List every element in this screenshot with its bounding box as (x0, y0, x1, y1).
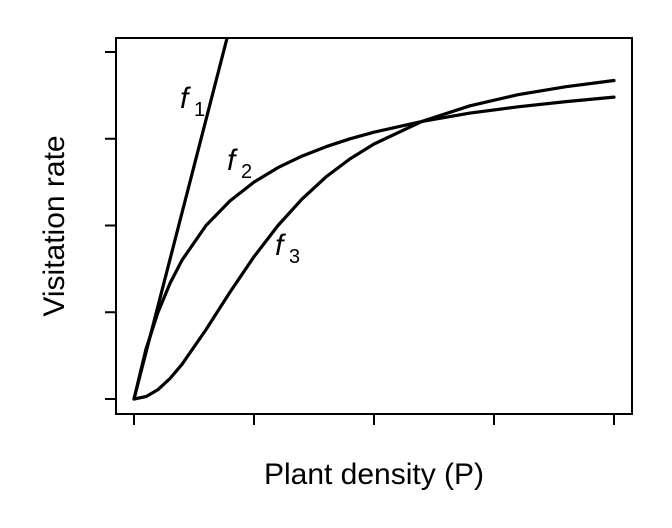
x-axis-title: Plant density (P) (264, 458, 484, 491)
curve-label-subscript: 2 (241, 161, 252, 183)
curve-label-subscript: 1 (194, 99, 205, 121)
curve-label-letter: f (275, 229, 286, 262)
curve-label-subscript: 3 (289, 246, 300, 268)
curve-label-letter: f (180, 82, 191, 115)
curve-f2 (132, 95, 616, 401)
curve-f3 (132, 78, 616, 401)
y-axis-title: Visitation rate (38, 135, 71, 316)
curve-label-letter: f (227, 144, 238, 177)
plot-frame (115, 37, 633, 415)
